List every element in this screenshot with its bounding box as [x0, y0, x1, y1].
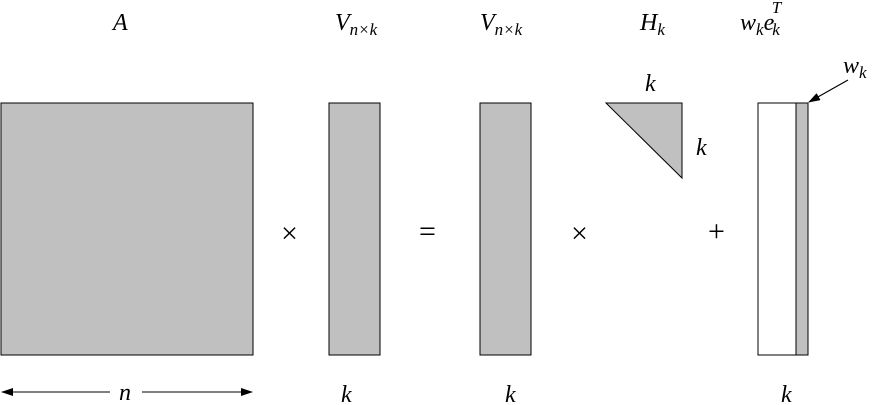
label-wkekT: wkekT [740, 0, 783, 39]
times-operator: × [281, 217, 298, 250]
label-k-wkekT: k [781, 382, 792, 405]
times-operator: × [571, 217, 588, 250]
equals-operator: = [419, 215, 436, 248]
label-k-V1: k [341, 382, 352, 405]
matrix-V2 [479, 102, 532, 356]
label-V1: Vn×k [335, 10, 378, 39]
label-tri-top: k [645, 71, 656, 97]
label-wk: wk [843, 53, 867, 82]
wk-pointer-arrow [808, 79, 849, 103]
matrix-A [0, 102, 254, 356]
label-tri-right: k [696, 135, 707, 161]
label-V2: Vn×k [480, 10, 523, 39]
label-k-V2: k [505, 382, 516, 405]
label-A: A [111, 10, 128, 36]
matrix-H [604, 102, 683, 180]
label-n: n [119, 380, 131, 405]
matrix-V1 [328, 102, 381, 356]
plus-operator: + [708, 215, 725, 248]
column-wk [795, 102, 809, 356]
label-H: Hk [639, 10, 665, 39]
